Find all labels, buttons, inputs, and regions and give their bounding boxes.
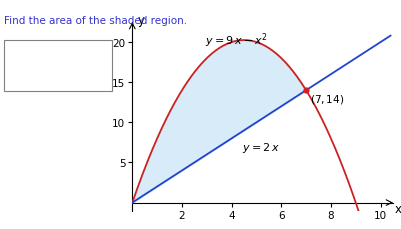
Text: y: y — [137, 14, 144, 27]
Text: x: x — [394, 202, 401, 215]
Text: Find the area of the shaded region.: Find the area of the shaded region. — [4, 16, 187, 26]
Text: $y = 2\,x$: $y = 2\,x$ — [242, 141, 280, 155]
Text: $(7, 14)$: $(7, 14)$ — [310, 93, 344, 105]
Text: $y = 9\,x - x^2$: $y = 9\,x - x^2$ — [205, 31, 268, 49]
